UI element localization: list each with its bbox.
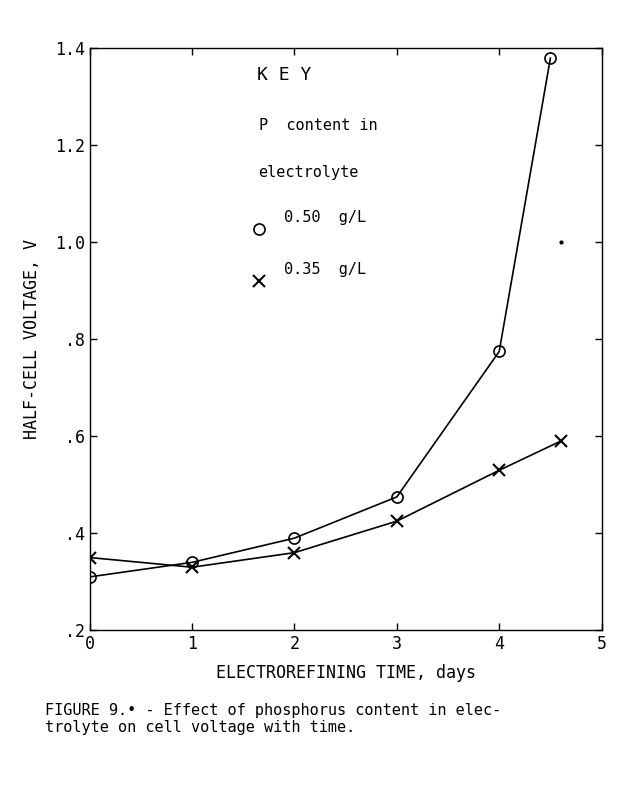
Text: P  content in: P content in <box>259 118 377 133</box>
Text: FIGURE 9.• - Effect of phosphorus content in elec-
trolyte on cell voltage with : FIGURE 9.• - Effect of phosphorus conten… <box>45 703 501 735</box>
Text: electrolyte: electrolyte <box>259 165 359 180</box>
X-axis label: ELECTROREFINING TIME, days: ELECTROREFINING TIME, days <box>216 664 476 682</box>
Text: 0.50  g/L: 0.50 g/L <box>284 210 366 225</box>
Y-axis label: HALF-CELL VOLTAGE, V: HALF-CELL VOLTAGE, V <box>23 239 41 440</box>
Text: 0.35  g/L: 0.35 g/L <box>284 262 366 277</box>
Text: K E Y: K E Y <box>257 66 311 84</box>
